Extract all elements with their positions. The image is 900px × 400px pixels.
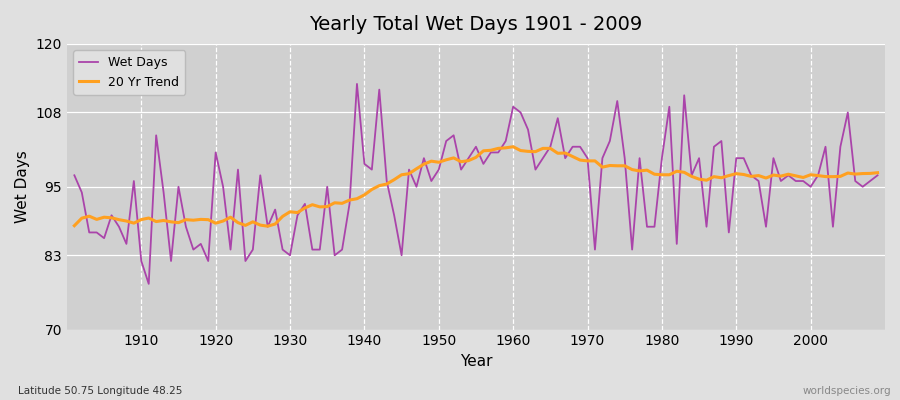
Wet Days xyxy=(143,282,154,286)
20 Yr Trend xyxy=(612,163,623,168)
Wet Days xyxy=(300,202,310,206)
20 Yr Trend xyxy=(344,198,355,202)
Text: worldspecies.org: worldspecies.org xyxy=(803,386,891,396)
Legend: Wet Days, 20 Yr Trend: Wet Days, 20 Yr Trend xyxy=(73,50,185,95)
Text: Latitude 50.75 Longitude 48.25: Latitude 50.75 Longitude 48.25 xyxy=(18,386,183,396)
20 Yr Trend xyxy=(523,149,534,154)
20 Yr Trend xyxy=(300,206,310,210)
X-axis label: Year: Year xyxy=(460,354,492,369)
Wet Days xyxy=(344,202,355,206)
20 Yr Trend xyxy=(129,221,140,226)
20 Yr Trend xyxy=(515,148,526,153)
Title: Yearly Total Wet Days 1901 - 2009: Yearly Total Wet Days 1901 - 2009 xyxy=(310,15,643,34)
Line: Wet Days: Wet Days xyxy=(75,84,878,284)
Wet Days xyxy=(69,173,80,178)
Wet Days xyxy=(129,179,140,184)
20 Yr Trend xyxy=(872,170,883,175)
Line: 20 Yr Trend: 20 Yr Trend xyxy=(75,147,878,226)
20 Yr Trend xyxy=(262,224,273,228)
Wet Days xyxy=(872,173,883,178)
20 Yr Trend xyxy=(69,223,80,228)
Wet Days xyxy=(523,127,534,132)
Wet Days xyxy=(612,99,623,104)
Wet Days xyxy=(352,82,363,86)
20 Yr Trend xyxy=(508,144,518,149)
Wet Days xyxy=(515,110,526,115)
Y-axis label: Wet Days: Wet Days xyxy=(15,150,30,223)
